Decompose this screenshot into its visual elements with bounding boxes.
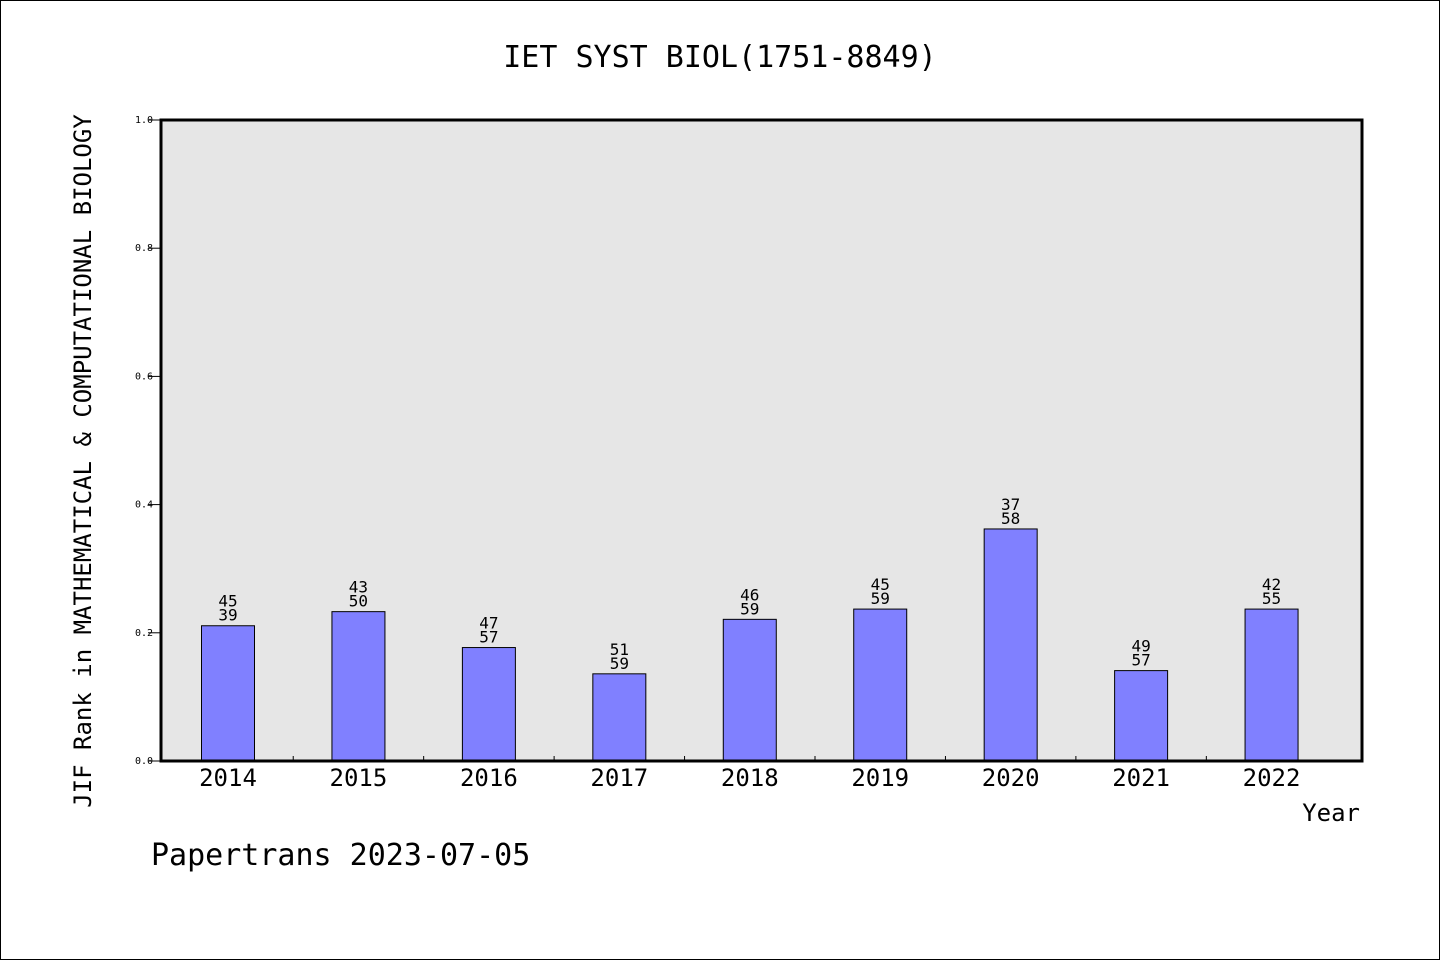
bar-2022	[1244, 608, 1299, 762]
bar-label-rank-2015: 43	[349, 578, 368, 597]
bar-2017	[592, 673, 647, 762]
x-tick-label-2021: 2021	[1112, 764, 1170, 792]
bar-label-total-2020: 58	[1001, 509, 1020, 528]
bar-2021	[1114, 670, 1169, 762]
bar-2018	[722, 618, 777, 762]
y-axis-label: JIF Rank in MATHEMATICAL & COMPUTATIONAL…	[69, 114, 97, 808]
y-ticks-group: 0.0 0.2 0.4 0.6 0.8 1.0	[135, 115, 161, 767]
bar-label-rank-2018: 46	[740, 585, 759, 604]
y-tick-label-0: 0.0	[135, 756, 153, 767]
bar-label-total-2015: 50	[349, 592, 368, 611]
y-tick-label-4: 0.8	[135, 243, 153, 254]
bar-2015	[331, 611, 386, 762]
x-tick-label-2014: 2014	[199, 764, 257, 792]
bar-2014	[201, 625, 255, 762]
y-tick-label-2: 0.4	[135, 500, 153, 511]
x-tick-label-2022: 2022	[1243, 764, 1301, 792]
y-tick-label-3: 0.6	[135, 371, 153, 382]
bar-label-total-2022: 55	[1262, 589, 1281, 608]
bar-label-rank-2020: 37	[1001, 495, 1020, 514]
bar-label-total-2017: 59	[610, 654, 629, 673]
x-tick-label-2018: 2018	[721, 764, 779, 792]
plot-border	[159, 118, 1364, 763]
bar-label-rank-2014: 45	[218, 592, 237, 611]
x-tick-label-2017: 2017	[590, 764, 648, 792]
y-tick-label-5: 1.0	[135, 115, 153, 126]
x-tick-label-2015: 2015	[330, 764, 388, 792]
bar-2019	[853, 608, 908, 762]
x-tick-label-2016: 2016	[460, 764, 518, 792]
x-ticks-group: 2014 2015 2016 2017 2018 2019 2020 2021 2022	[199, 756, 1300, 792]
bar-label-rank-2021: 49	[1131, 637, 1150, 656]
bar-label-rank-2016: 47	[479, 614, 498, 633]
bar-label-rank-2019: 45	[871, 575, 890, 594]
bar-2020	[983, 528, 1038, 762]
footer-credit: Papertrans 2023-07-05	[151, 838, 530, 873]
y-tick-label-1: 0.2	[135, 628, 153, 639]
bar-label-total-2016: 57	[479, 628, 498, 647]
bar-label-total-2019: 59	[871, 589, 890, 608]
bar-label-rank-2017: 51	[610, 640, 629, 659]
bar-label-rank-2022: 42	[1262, 575, 1281, 594]
chart-title: IET SYST BIOL(1751-8849)	[503, 40, 936, 75]
x-tick-label-2019: 2019	[851, 764, 909, 792]
bar-2016	[461, 647, 516, 762]
bar-label-total-2014: 39	[218, 606, 237, 625]
x-tick-label-2020: 2020	[982, 764, 1040, 792]
bar-label-total-2018: 59	[740, 599, 759, 618]
bar-label-total-2021: 57	[1131, 651, 1150, 670]
bars-group	[201, 528, 1299, 762]
x-axis-label: Year	[1302, 799, 1360, 827]
